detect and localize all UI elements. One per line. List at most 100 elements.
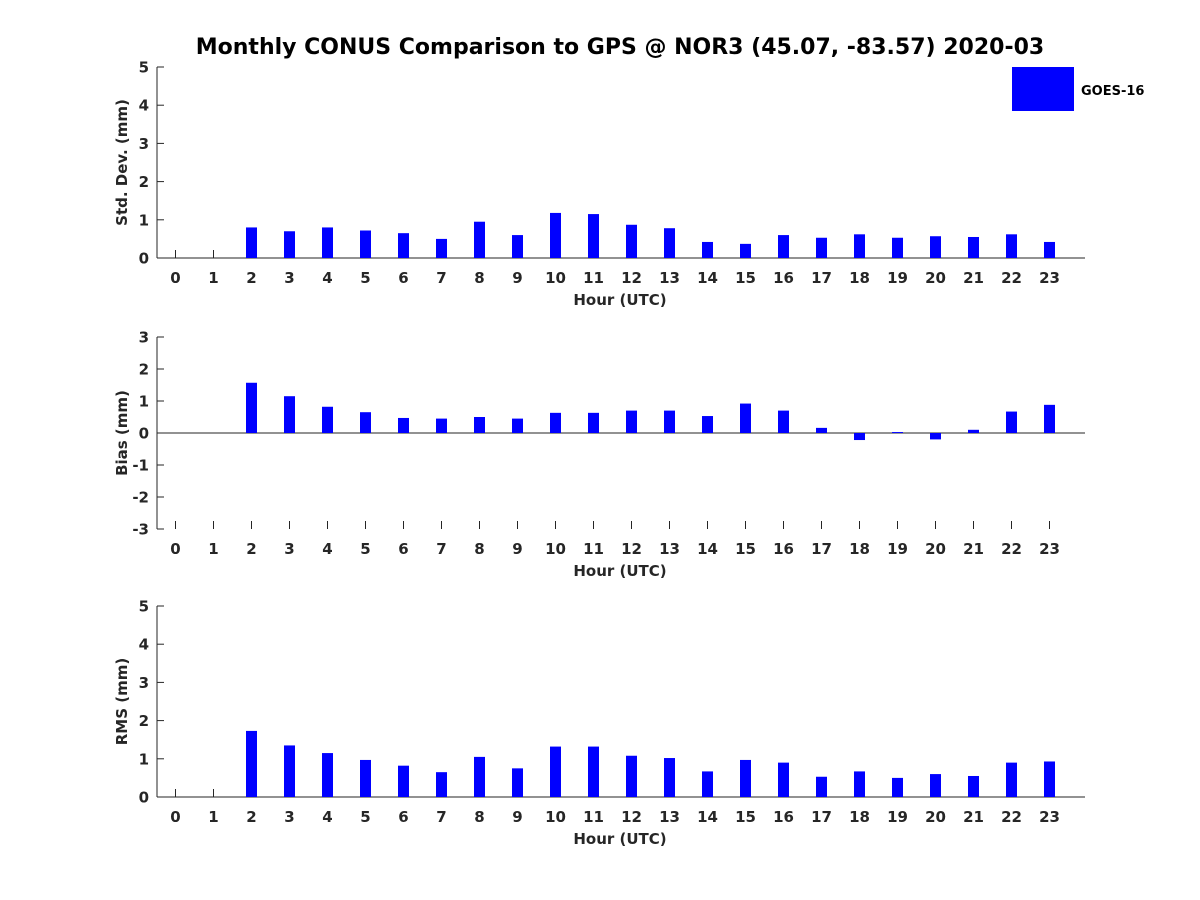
rms-ytick-label: 3 bbox=[139, 674, 149, 692]
rms-xtick-label: 5 bbox=[360, 808, 370, 826]
bias-xtick-label: 14 bbox=[697, 540, 718, 558]
legend-label: GOES-16 bbox=[1081, 84, 1144, 99]
rms-bar bbox=[284, 745, 295, 797]
rms-xtick-label: 3 bbox=[284, 808, 294, 826]
std-dev-xtick-label: 22 bbox=[1001, 269, 1022, 287]
std-dev-xtick-label: 21 bbox=[963, 269, 984, 287]
bias-bar bbox=[1006, 411, 1017, 433]
bias-xtick-label: 11 bbox=[583, 540, 604, 558]
bias-ytick-label: 1 bbox=[139, 393, 149, 411]
std-dev-bar bbox=[626, 224, 637, 258]
bias-bar bbox=[474, 417, 485, 433]
bias-bar bbox=[702, 416, 713, 433]
std-dev-ytick-label: 3 bbox=[139, 135, 149, 153]
rms-ylabel: RMS (mm) bbox=[113, 658, 131, 745]
bias-xtick-label: 6 bbox=[398, 540, 408, 558]
rms-bar bbox=[436, 772, 447, 797]
std-dev-bar bbox=[854, 234, 865, 258]
rms-bar bbox=[360, 759, 371, 797]
std-dev-bar bbox=[702, 241, 713, 258]
bias-bar bbox=[360, 412, 371, 433]
rms-xtick-label: 17 bbox=[811, 808, 832, 826]
rms-xtick-label: 9 bbox=[512, 808, 522, 826]
bias-xtick-label: 2 bbox=[246, 540, 256, 558]
std-dev-xtick-label: 10 bbox=[545, 269, 566, 287]
bias-xtick-label: 20 bbox=[925, 540, 946, 558]
std-dev-bar bbox=[1006, 234, 1017, 258]
rms-ytick-label: 1 bbox=[139, 750, 149, 768]
rms-xtick-label: 22 bbox=[1001, 808, 1022, 826]
legend-swatch bbox=[1012, 67, 1074, 111]
bias-ytick-label: -2 bbox=[132, 489, 149, 507]
rms-xtick-label: 12 bbox=[621, 808, 642, 826]
bias-bar bbox=[246, 382, 257, 433]
bias-ytick-label: 0 bbox=[139, 425, 149, 443]
rms-bar bbox=[740, 759, 751, 797]
bias-xtick-label: 16 bbox=[773, 540, 794, 558]
rms-xtick-label: 7 bbox=[436, 808, 446, 826]
rms-xtick-label: 14 bbox=[697, 808, 718, 826]
bias-bar bbox=[664, 410, 675, 433]
std-dev-xtick-label: 13 bbox=[659, 269, 680, 287]
std-dev-bar bbox=[930, 236, 941, 258]
bias-bar bbox=[816, 427, 827, 433]
legend: GOES-16 bbox=[1012, 67, 1144, 111]
std-dev-xtick-label: 5 bbox=[360, 269, 370, 287]
bias-xtick-label: 15 bbox=[735, 540, 756, 558]
rms-bar bbox=[892, 777, 903, 797]
bias-xtick-label: 21 bbox=[963, 540, 984, 558]
bias-ytick-label: -3 bbox=[132, 521, 149, 539]
rms-bar bbox=[550, 746, 561, 797]
rms-ytick-label: 0 bbox=[139, 789, 149, 807]
std-dev-xtick-label: 23 bbox=[1039, 269, 1060, 287]
bias-bar bbox=[284, 396, 295, 433]
std-dev-xtick-label: 1 bbox=[208, 269, 218, 287]
bias-xlabel: Hour (UTC) bbox=[573, 562, 666, 580]
rms-xtick-label: 15 bbox=[735, 808, 756, 826]
rms-xtick-label: 1 bbox=[208, 808, 218, 826]
rms-ytick-label: 5 bbox=[139, 598, 149, 616]
std-dev-bar bbox=[740, 243, 751, 258]
std-dev-bar bbox=[588, 214, 599, 258]
rms-bar bbox=[664, 758, 675, 797]
rms-xlabel: Hour (UTC) bbox=[573, 830, 666, 848]
rms-xtick-label: 13 bbox=[659, 808, 680, 826]
bias-bar bbox=[436, 418, 447, 433]
bias-bar bbox=[322, 406, 333, 433]
std-dev-ytick-label: 5 bbox=[139, 59, 149, 77]
rms-bar bbox=[968, 775, 979, 797]
std-dev-bar bbox=[816, 237, 827, 258]
std-dev-bar bbox=[968, 236, 979, 258]
std-dev-xtick-label: 18 bbox=[849, 269, 870, 287]
bias-xtick-label: 22 bbox=[1001, 540, 1022, 558]
rms-bar bbox=[1006, 762, 1017, 797]
std-dev-bar bbox=[436, 238, 447, 258]
std-dev-ylabel: Std. Dev. (mm) bbox=[113, 99, 131, 226]
bias-xtick-label: 0 bbox=[170, 540, 180, 558]
bias-xtick-label: 17 bbox=[811, 540, 832, 558]
bias-bar bbox=[968, 429, 979, 433]
bias-bar bbox=[778, 410, 789, 433]
std-dev-bar bbox=[778, 235, 789, 258]
std-dev-bar bbox=[246, 227, 257, 258]
rms-bar bbox=[778, 762, 789, 797]
bias-xtick-label: 1 bbox=[208, 540, 218, 558]
std-dev-bar bbox=[284, 231, 295, 258]
std-dev-bar bbox=[322, 227, 333, 258]
bias-bar bbox=[398, 417, 409, 433]
bias-ylabel: Bias (mm) bbox=[113, 390, 131, 476]
bias-bar bbox=[550, 412, 561, 433]
bias-xtick-label: 3 bbox=[284, 540, 294, 558]
std-dev-bar bbox=[512, 235, 523, 258]
bias-xtick-label: 7 bbox=[436, 540, 446, 558]
std-dev-bar bbox=[1044, 241, 1055, 258]
std-dev-xtick-label: 9 bbox=[512, 269, 522, 287]
rms-bar bbox=[322, 753, 333, 797]
std-dev-bar bbox=[360, 230, 371, 258]
rms-xtick-label: 23 bbox=[1039, 808, 1060, 826]
rms-xtick-label: 8 bbox=[474, 808, 484, 826]
rms-xtick-label: 21 bbox=[963, 808, 984, 826]
